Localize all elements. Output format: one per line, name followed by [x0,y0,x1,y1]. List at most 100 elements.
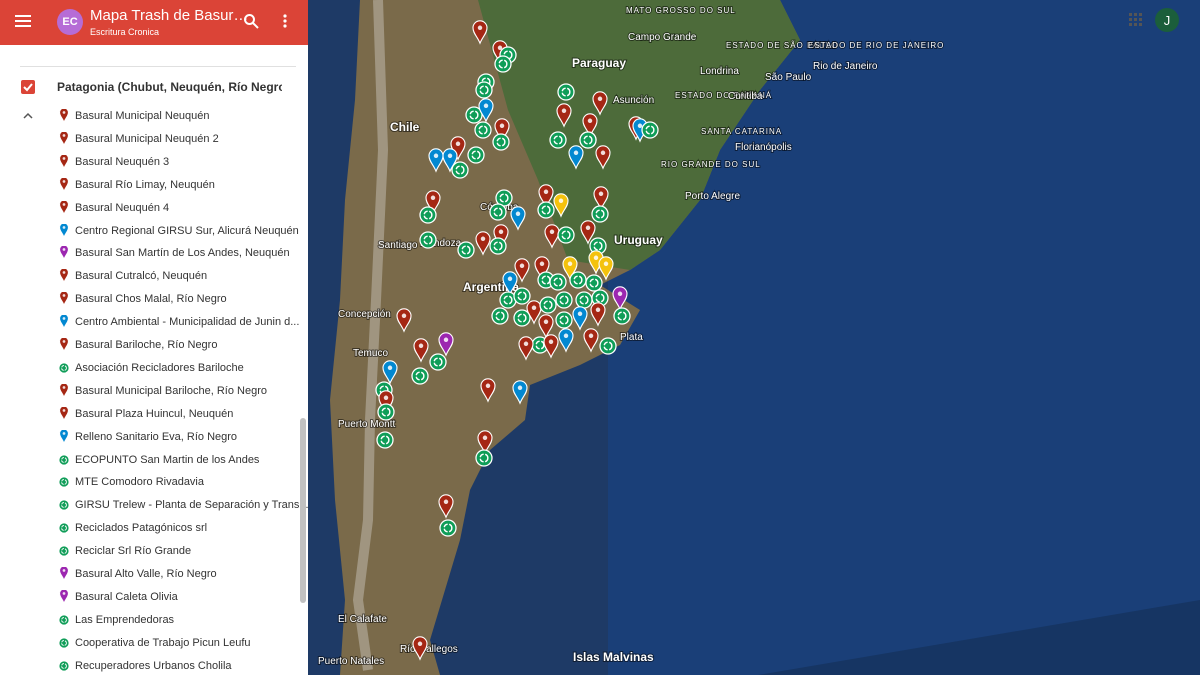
map-marker[interactable] [429,353,447,371]
map-marker[interactable] [419,206,437,224]
map-marker[interactable] [492,133,510,151]
search-icon[interactable] [243,13,259,29]
map-marker[interactable] [582,113,598,138]
map-marker[interactable] [556,103,572,128]
place-item[interactable]: Centro Ambiental - Municipalidad de Juni… [58,314,299,330]
map-marker[interactable] [494,55,512,73]
map-marker[interactable] [478,98,494,123]
place-item[interactable]: Basural Neuquén 4 [58,200,169,216]
menu-icon[interactable] [15,14,31,28]
place-item[interactable]: Basural Bariloche, Río Negro [58,337,217,353]
map-marker[interactable] [413,338,429,363]
map-marker[interactable] [477,430,493,455]
more-icon[interactable] [282,13,288,29]
map-marker[interactable] [543,334,559,359]
map-marker[interactable] [419,231,437,249]
place-item[interactable]: Basural Alto Valle, Río Negro [58,566,217,582]
map-marker[interactable] [612,286,628,311]
place-item[interactable]: Recuperadores Urbanos Cholila [58,658,232,674]
map-marker[interactable] [538,314,554,339]
map-marker[interactable] [534,256,550,281]
map-marker[interactable] [411,367,429,385]
map-marker[interactable] [555,311,573,329]
map-marker[interactable] [475,81,493,99]
map-marker[interactable] [467,146,485,164]
map-marker[interactable] [513,309,531,327]
map-marker[interactable] [475,449,493,467]
map[interactable]: Paraguay Asunción MATO GROSSO DO SUL Cam… [308,0,1200,675]
map-marker[interactable] [537,201,555,219]
map-marker[interactable] [613,307,631,325]
map-marker[interactable] [557,226,575,244]
avatar[interactable] [1155,8,1179,32]
map-marker[interactable] [568,145,584,170]
map-marker[interactable] [425,190,441,215]
map-marker[interactable] [378,390,394,415]
place-item[interactable]: Basural Chos Malal, Río Negro [58,291,227,307]
place-item[interactable]: Asociación Recicladores Bariloche [58,360,244,376]
map-marker[interactable] [591,205,609,223]
map-marker[interactable] [376,431,394,449]
place-item[interactable]: Cooperativa de Trabajo Picun Leufu [58,635,251,651]
map-marker[interactable] [428,148,444,173]
map-marker[interactable] [472,20,488,45]
place-item[interactable]: Basural Neuquén 3 [58,154,169,170]
map-marker[interactable] [562,256,578,281]
place-item[interactable]: Basural Municipal Neuquén 2 [58,131,219,147]
map-marker[interactable] [474,121,492,139]
map-marker[interactable] [489,237,507,255]
map-marker[interactable] [396,308,412,333]
map-marker[interactable] [591,289,609,307]
map-marker[interactable] [494,118,510,143]
map-marker[interactable] [579,131,597,149]
map-marker[interactable] [442,148,458,173]
map-marker[interactable] [585,274,603,292]
map-marker[interactable] [480,378,496,403]
place-item[interactable]: Basural Municipal Neuquén [58,108,210,124]
place-item[interactable]: Basural Plaza Huincul, Neuquén [58,406,233,422]
map-marker[interactable] [457,241,475,259]
map-marker[interactable] [489,203,507,221]
place-item[interactable]: Las Emprendedoras [58,612,174,628]
map-marker[interactable] [512,380,528,405]
map-marker[interactable] [475,231,491,256]
place-item[interactable]: Basural Río Limay, Neuquén [58,177,215,193]
map-marker[interactable] [438,332,454,357]
place-item[interactable]: ECOPUNTO San Martin de los Andes [58,452,259,468]
map-marker[interactable] [539,296,557,314]
map-marker[interactable] [593,186,609,211]
map-marker[interactable] [599,337,617,355]
layer-title[interactable]: Patagonia (Chubut, Neuquén, Río Negro, .… [57,80,282,94]
place-item[interactable]: Basural Municipal Bariloche, Río Negro [58,383,267,399]
map-marker[interactable] [549,131,567,149]
place-item[interactable]: Reciclar Srl Río Grande [58,543,191,559]
map-marker[interactable] [491,307,509,325]
map-marker[interactable] [595,145,611,170]
map-marker[interactable] [502,271,518,296]
map-marker[interactable] [580,220,596,245]
map-marker[interactable] [549,273,567,291]
place-item[interactable]: GIRSU Trelew - Planta de Separación y Tr… [58,497,308,513]
map-marker[interactable] [514,258,530,283]
map-marker[interactable] [510,206,526,231]
map-marker[interactable] [439,519,457,537]
place-item[interactable]: Basural San Martín de Los Andes, Neuquén [58,245,290,261]
map-marker[interactable] [555,291,573,309]
map-marker[interactable] [598,256,614,281]
map-marker[interactable] [518,336,534,361]
map-marker[interactable] [451,161,469,179]
map-marker[interactable] [557,83,575,101]
scrollbar[interactable] [300,418,306,603]
map-marker[interactable] [558,328,574,353]
map-marker[interactable] [572,306,588,331]
map-marker[interactable] [412,636,428,661]
layer-checkbox[interactable] [21,80,35,94]
apps-icon[interactable] [1129,13,1142,26]
place-item[interactable]: Basural Cutralcó, Neuquén [58,268,207,284]
map-marker[interactable] [583,328,599,353]
place-item[interactable]: Centro Regional GIRSU Sur, Alicurá Neuqu… [58,223,299,239]
map-marker[interactable] [553,193,569,218]
place-item[interactable]: MTE Comodoro Rivadavia [58,474,204,490]
map-marker[interactable] [641,121,659,139]
map-marker[interactable] [544,224,560,249]
